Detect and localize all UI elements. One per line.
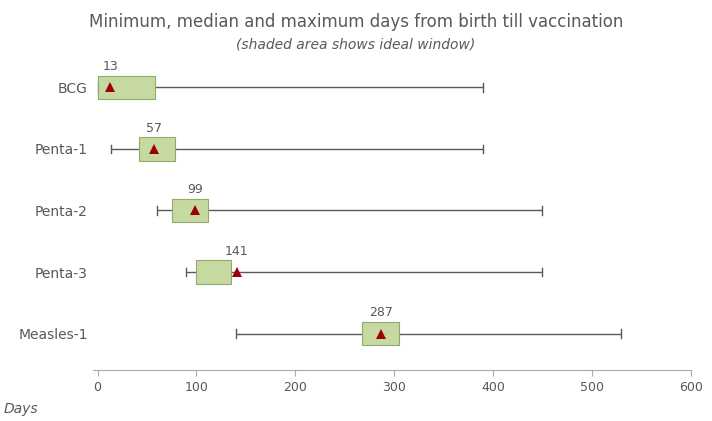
Bar (139, 137, 174, 161)
Bar (172, 199, 208, 222)
Text: 99: 99 (187, 184, 203, 196)
Text: Minimum, median and maximum days from birth till vaccination: Minimum, median and maximum days from bi… (89, 13, 623, 31)
Text: 287: 287 (370, 306, 393, 320)
Text: 141: 141 (225, 245, 248, 258)
Bar (362, 322, 399, 345)
Bar (98, 76, 155, 99)
Text: 57: 57 (146, 122, 162, 135)
Text: (shaded area shows ideal window): (shaded area shows ideal window) (236, 38, 476, 52)
Text: Days: Days (4, 402, 38, 416)
Bar (197, 260, 231, 284)
Text: 13: 13 (103, 60, 118, 73)
